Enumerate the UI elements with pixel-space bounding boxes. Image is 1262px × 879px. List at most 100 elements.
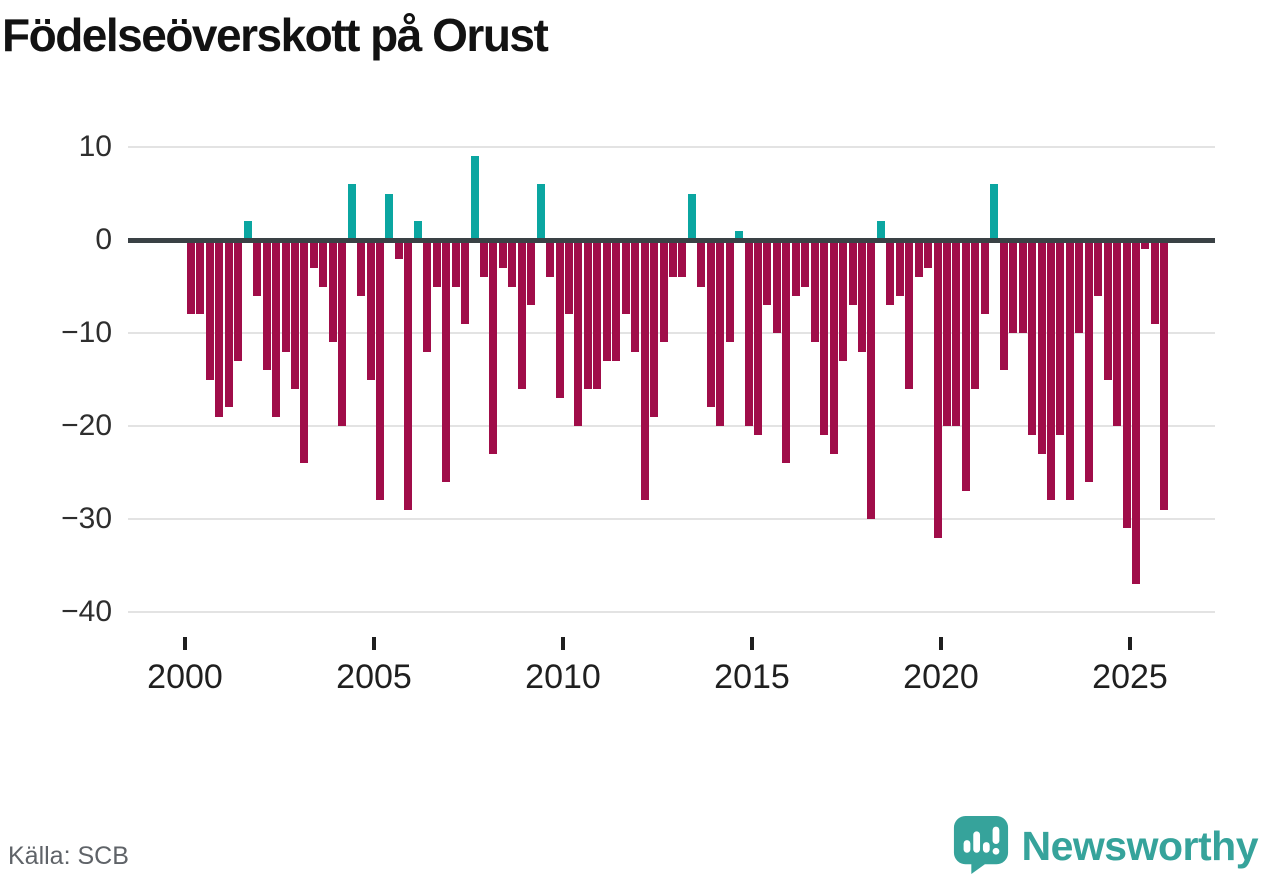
bar-2012-q4 [668,242,677,278]
bar-2024-q2 [1103,242,1112,380]
y-axis-label: 10 [78,130,112,163]
bar-2016-q2 [801,242,810,287]
bar-2008-q3 [508,242,517,287]
bar-2011-q1 [602,242,611,361]
bar-2025-q1 [1132,242,1140,585]
bar-2006-q2 [423,242,432,352]
bar-2015-q3 [772,242,781,333]
chart-title: Födelseöverskott på Orust [2,9,549,61]
bar-2025-q3 [1150,242,1159,324]
bar-2016-q1 [791,242,800,296]
bar-2004-q1 [338,242,347,426]
bar-2019-q2 [914,242,923,278]
newsworthy-speech-bubble-chart-icon [952,814,1010,879]
bar-2002-q4 [290,242,299,389]
bar-2004-q3 [357,242,366,296]
bar-2009-q4 [555,242,564,399]
x-axis-label-2010: 2010 [525,658,601,696]
bar-2006-q3 [432,242,441,287]
bar-2000-q2 [196,242,205,315]
bar-2022-q1 [1018,242,1027,333]
gridline-y--40 [128,611,1215,613]
bar-2013-q4 [706,242,715,408]
bar-2015-q1 [754,242,762,436]
bar-2021-q2 [990,184,999,239]
x-axis-tick-2000 [183,637,187,650]
gridline-y--10 [128,332,1215,334]
bar-2011-q2 [612,242,621,361]
bar-2010-q4 [593,242,602,389]
bar-2004-q2 [347,184,356,239]
bar-2014-q3 [735,230,744,239]
bar-2001-q2 [234,242,243,361]
bar-2024-q1 [1094,242,1103,296]
x-axis-label-2025: 2025 [1092,658,1168,696]
bar-2011-q3 [621,242,630,315]
bar-2000-q1 [187,242,195,315]
bar-2025-q4 [1160,242,1169,510]
bar-2013-q3 [697,242,706,287]
bar-2025-q2 [1141,242,1150,250]
gridline-y--30 [128,518,1215,520]
x-axis-tick-2005 [372,637,376,650]
y-axis-label: −40 [61,595,112,628]
bar-2023-q4 [1084,242,1093,482]
bar-2002-q3 [281,242,290,352]
bar-2010-q1 [565,242,573,315]
x-axis-tick-2020 [939,637,943,650]
bar-2005-q4 [404,242,413,510]
bar-2023-q3 [1075,242,1084,333]
x-axis-tick-2025 [1128,637,1132,650]
bar-2011-q4 [631,242,640,352]
x-axis-tick-2015 [750,637,754,650]
bar-2012-q1 [640,242,649,501]
bar-2019-q1 [905,242,914,389]
bar-2004-q4 [366,242,375,380]
bar-2021-q1 [980,242,989,315]
bar-2020-q4 [971,242,980,389]
x-axis-label-2015: 2015 [714,658,790,696]
bar-2010-q3 [583,242,592,389]
bar-2018-q2 [876,221,885,239]
bar-2007-q4 [479,242,488,278]
bar-2007-q3 [470,156,479,239]
bar-2014-q4 [744,242,753,426]
bar-2014-q1 [716,242,725,426]
bar-2010-q2 [574,242,583,426]
bar-2013-q1 [678,242,687,278]
bar-2006-q4 [442,242,451,482]
bar-2007-q2 [461,242,470,324]
bar-2008-q2 [498,242,507,268]
bar-2001-q3 [243,221,252,239]
bar-2014-q2 [725,242,734,343]
newsworthy-logo: Newsworthy [952,814,1259,879]
bar-2022-q4 [1046,242,1055,501]
zero-axis-line [128,238,1215,243]
x-axis-label-2020: 2020 [903,658,979,696]
bar-2000-q4 [215,242,224,417]
bar-2017-q4 [857,242,866,352]
bar-2020-q2 [952,242,961,426]
bar-2003-q3 [319,242,328,287]
y-axis-label: −30 [61,502,112,535]
x-axis-tick-2010 [561,637,565,650]
bar-2012-q3 [659,242,668,343]
bar-2002-q1 [262,242,271,371]
bar-2024-q3 [1113,242,1122,426]
bar-2009-q3 [546,242,555,278]
bar-2021-q4 [1009,242,1018,333]
bar-2022-q2 [1028,242,1037,436]
bar-2005-q1 [376,242,384,501]
bar-2019-q4 [933,242,942,538]
bar-2007-q1 [451,242,460,287]
bar-2023-q1 [1056,242,1065,436]
bar-2023-q2 [1065,242,1074,501]
bar-2003-q4 [328,242,337,343]
x-axis-label-2000: 2000 [147,658,223,696]
bar-2020-q3 [961,242,970,492]
source-note: Källa: SCB [8,842,129,870]
newsworthy-wordmark: Newsworthy [1021,823,1259,869]
bar-2018-q1 [867,242,876,519]
bar-2020-q1 [943,242,951,426]
bar-2022-q3 [1037,242,1046,454]
